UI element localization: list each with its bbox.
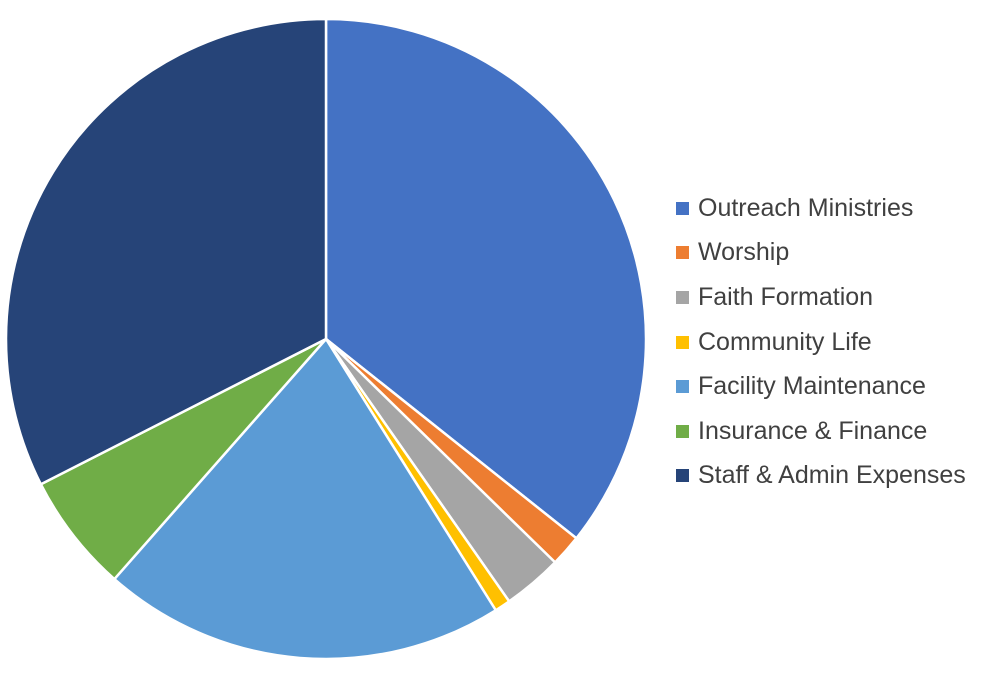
legend-label: Faith Formation: [698, 282, 874, 311]
legend-swatch: [676, 246, 689, 260]
legend-item-outreach-ministries: Outreach Ministries: [676, 186, 966, 231]
legend-label: Facility Maintenance: [698, 372, 926, 401]
legend-swatch: [676, 290, 689, 304]
pie-slice-staff-and-admin-expenses: [4, 17, 328, 486]
legend-label: Insurance & Finance: [698, 416, 928, 445]
legend-label: Worship: [698, 238, 790, 267]
legend-swatch: [676, 335, 689, 349]
legend-item-faith-formation: Faith Formation: [676, 275, 966, 320]
legend-item-staff-and-admin-expenses: Staff & Admin Expenses: [676, 454, 966, 499]
legend-label: Staff & Admin Expenses: [698, 461, 966, 490]
legend-swatch: [676, 380, 689, 394]
legend-item-facility-maintenance: Facility Maintenance: [676, 364, 966, 409]
legend-swatch: [676, 201, 689, 215]
legend-swatch: [676, 424, 689, 438]
pie-slice-facility-maintenance: [113, 337, 498, 661]
pie-slice-outreach-ministries: [324, 17, 648, 540]
legend-item-community-life: Community Life: [676, 320, 966, 365]
legend-item-worship: Worship: [676, 231, 966, 276]
legend-item-insurance-and-finance: Insurance & Finance: [676, 409, 966, 454]
legend-label: Outreach Ministries: [698, 193, 914, 222]
chart-legend: Outreach Ministries Worship Faith Formatio…: [676, 186, 966, 498]
legend-swatch: [676, 469, 689, 483]
pie-slice-insurance-and-finance: [39, 337, 328, 581]
legend-label: Community Life: [698, 327, 872, 356]
